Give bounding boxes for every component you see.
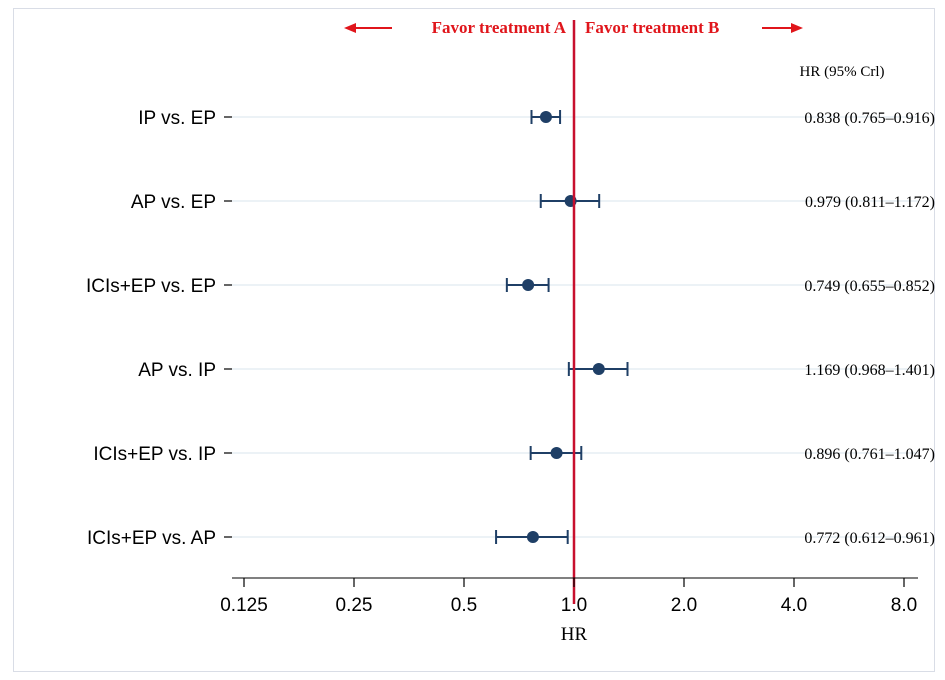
row-estimate-text: 0.749 (0.655–0.852) xyxy=(804,278,935,295)
row-label: AP vs. IP xyxy=(138,360,216,381)
estimate-column-header: HR (95% Crl) xyxy=(800,64,885,80)
x-tick-label: 0.25 xyxy=(336,595,373,616)
hr-point xyxy=(539,111,552,123)
row-estimate-text: 0.772 (0.612–0.961) xyxy=(804,530,935,547)
row-label: ICIs+EP vs. AP xyxy=(87,528,216,549)
x-tick-label: 0.125 xyxy=(220,595,268,616)
hr-point xyxy=(592,363,605,375)
favor-left-arrow-head xyxy=(344,23,356,33)
x-axis-label: HR xyxy=(561,624,588,645)
row-estimate-text: 0.838 (0.765–0.916) xyxy=(804,110,935,127)
row-estimate-text: 0.979 (0.811–1.172) xyxy=(805,194,935,211)
row-estimate-text: 1.169 (0.968–1.401) xyxy=(804,362,935,379)
hr-point xyxy=(526,531,539,543)
x-tick-label: 4.0 xyxy=(781,595,807,616)
chart-frame xyxy=(13,8,935,672)
row-label: ICIs+EP vs. IP xyxy=(93,444,216,465)
x-tick-label: 1.0 xyxy=(561,595,587,616)
favor-left-label: Favor treatment A xyxy=(432,18,567,37)
x-tick-label: 0.5 xyxy=(451,595,477,616)
row-label: IP vs. EP xyxy=(138,108,216,129)
hr-point xyxy=(522,279,535,291)
row-guides: IP vs. EP 0.838 (0.765–0.916) AP vs. EP 0.9… xyxy=(86,108,935,549)
favor-right-label: Favor treatment B xyxy=(585,18,719,37)
row-estimate-text: 0.896 (0.761–1.047) xyxy=(804,446,935,463)
x-axis-ticks: 0.125 0.25 0.5 1.0 2.0 4.0 8.0 xyxy=(220,578,917,616)
x-tick-label: 2.0 xyxy=(671,595,697,616)
estimate-marks xyxy=(495,110,629,544)
row-label: AP vs. EP xyxy=(131,192,216,213)
x-tick-label: 8.0 xyxy=(891,595,917,616)
favor-right-arrow-head xyxy=(791,23,803,33)
row-label: ICIs+EP vs. EP xyxy=(86,276,216,297)
hr-point xyxy=(550,447,563,459)
